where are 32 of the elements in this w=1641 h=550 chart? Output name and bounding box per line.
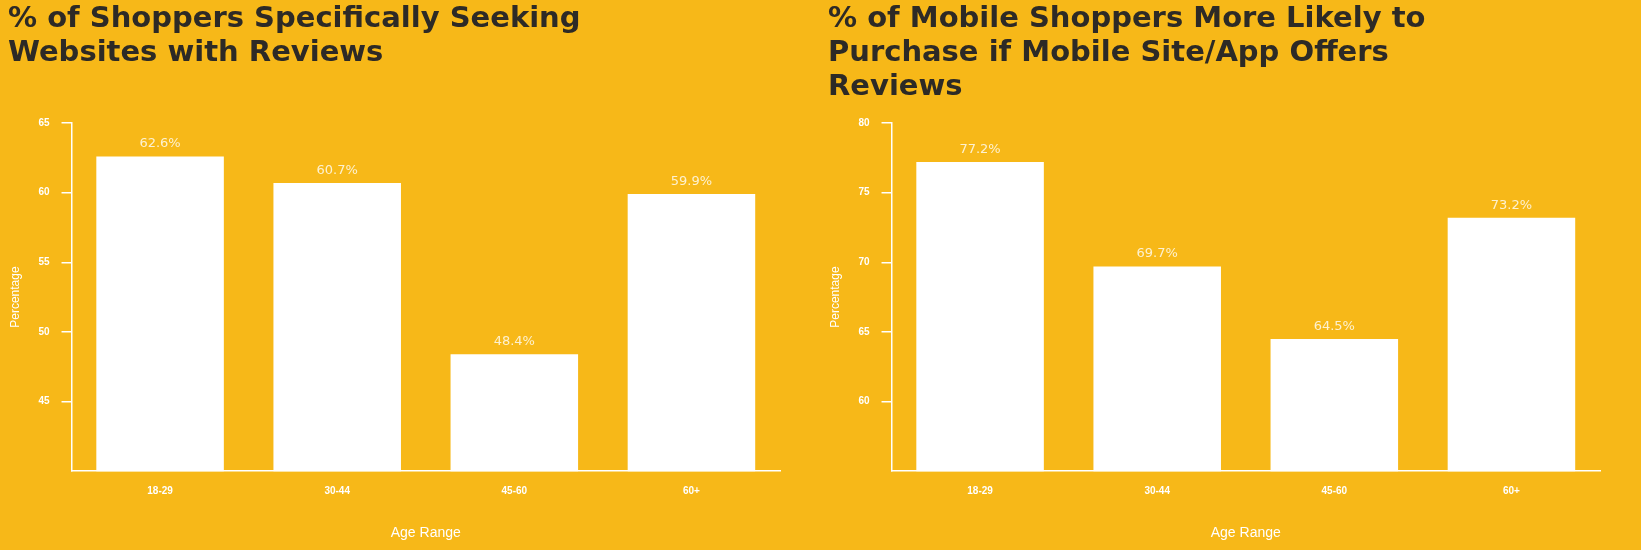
- chart-title: % of Shoppers Specifically Seeking Websites with Reviews: [8, 0, 582, 68]
- y-tick-label: 80: [858, 116, 870, 128]
- x-tick-label: 60+: [1502, 484, 1521, 496]
- data-label: 59.9%: [670, 172, 713, 188]
- data-label: 60.7%: [316, 161, 358, 177]
- y-tick-label: 65: [858, 325, 870, 337]
- y-axis-title: Percentage: [827, 266, 842, 328]
- data-label: 77.2%: [959, 140, 1001, 156]
- x-tick-label: 30-44: [324, 484, 351, 496]
- x-tick-label: 45-60: [501, 484, 528, 496]
- x-tick-label: 60+: [682, 484, 701, 496]
- data-label: 48.4%: [493, 333, 535, 349]
- y-tick-label: 70: [858, 256, 870, 268]
- data-label: 73.2%: [1490, 196, 1533, 212]
- x-tick-label: 18-29: [147, 484, 174, 496]
- x-tick-label: 30-44: [1144, 484, 1171, 496]
- y-tick-label: 65: [38, 116, 50, 128]
- y-tick-label: 60: [858, 395, 870, 407]
- x-axis-title: Age Range: [1210, 524, 1281, 541]
- y-tick-label: 50: [38, 325, 50, 337]
- x-tick-label: 45-60: [1321, 484, 1348, 496]
- data-label: 69.7%: [1136, 245, 1178, 261]
- y-tick-label: 55: [38, 256, 50, 268]
- y-tick-label: 45: [38, 395, 50, 407]
- x-tick-label: 18-29: [967, 484, 994, 496]
- chart-title: % of Mobile Shoppers More Likely to Purchase if Mobile Site/App Offers Reviews: [828, 0, 1427, 102]
- data-label: 64.5%: [1313, 317, 1355, 333]
- data-label: 62.6%: [139, 135, 181, 151]
- y-axis-title: Percentage: [7, 266, 22, 328]
- y-tick-label: 75: [858, 186, 870, 198]
- x-axis-title: Age Range: [390, 524, 461, 541]
- y-tick-label: 60: [38, 186, 50, 198]
